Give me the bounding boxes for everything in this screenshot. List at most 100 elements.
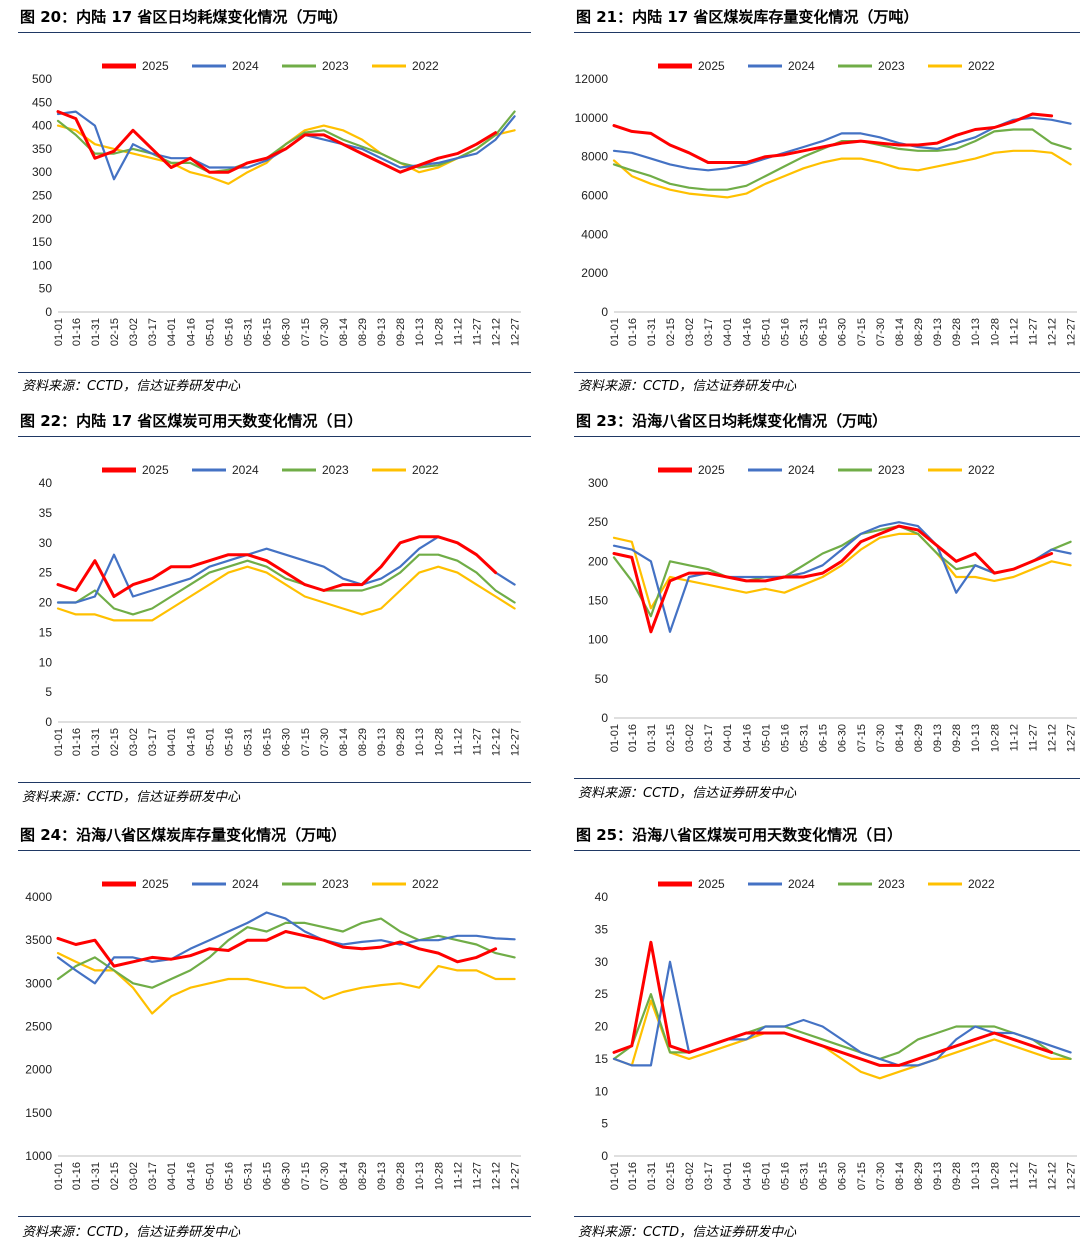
x-tick-label: 03-02: [684, 1162, 696, 1190]
x-tick-label: 07-30: [319, 1162, 331, 1190]
x-tick-label: 03-17: [703, 724, 715, 752]
legend-label-2023: 2023: [322, 463, 349, 477]
x-tick-label: 04-16: [185, 1162, 197, 1190]
x-tick-label: 10-13: [970, 724, 982, 752]
x-tick-label: 11-27: [471, 318, 483, 345]
y-tick-label: 50: [39, 282, 53, 296]
y-tick-label: 2000: [581, 266, 608, 280]
x-tick-label: 08-29: [357, 728, 369, 756]
y-tick-label: 150: [32, 235, 52, 249]
line-chart: 2025 2024 2023 2022 1000 1500 2000 2500 3000 3500…: [25, 877, 521, 1190]
x-tick-label: 10-28: [989, 724, 1001, 752]
y-tick-label: 3000: [25, 976, 52, 990]
x-tick-label: 09-28: [395, 318, 407, 346]
x-tick-label: 11-27: [471, 728, 483, 755]
y-tick-label: 100: [588, 633, 608, 647]
x-tick-label: 06-15: [818, 1162, 830, 1190]
y-tick-label: 0: [45, 305, 52, 319]
y-tick-label: 20: [39, 596, 53, 610]
x-tick-label: 05-31: [799, 318, 811, 346]
x-tick-label: 11-12: [1008, 318, 1020, 345]
source-note: 资料来源：CCTD，信达证券研发中心: [22, 1225, 241, 1240]
x-tick-label: 09-28: [951, 724, 963, 752]
x-tick-label: 12-27: [1066, 724, 1078, 752]
y-tick-label: 2500: [25, 1020, 52, 1034]
legend-label-2022: 2022: [412, 877, 439, 891]
x-tick-label: 04-01: [166, 1162, 178, 1190]
y-tick-label: 2000: [25, 1063, 52, 1077]
x-tick-label: 01-31: [646, 724, 658, 752]
x-tick-label: 07-30: [875, 1162, 887, 1190]
x-tick-label: 09-28: [951, 318, 963, 346]
y-tick-label: 20: [595, 1020, 609, 1034]
legend-label-2022: 2022: [412, 463, 439, 477]
x-tick-label: 09-28: [395, 1162, 407, 1190]
x-tick-label: 11-27: [1027, 318, 1039, 345]
legend-label-2025: 2025: [142, 463, 169, 477]
x-tick-label: 11-12: [1008, 724, 1020, 751]
x-tick-label: 09-13: [376, 318, 388, 346]
x-tick-label: 06-15: [262, 1162, 274, 1190]
x-tick-label: 01-31: [90, 1162, 102, 1190]
x-tick-label: 12-27: [1066, 1162, 1078, 1190]
source-rule: [574, 1216, 1080, 1217]
legend-label-2023: 2023: [878, 463, 905, 477]
x-tick-label: 06-30: [837, 724, 849, 752]
x-tick-label: 04-16: [741, 1162, 753, 1190]
x-tick-label: 07-15: [300, 728, 312, 756]
source-rule: [18, 782, 531, 783]
line-chart: 2025 2024 2023 2022 0 50 100 150 200 250 300 350 400…: [32, 59, 522, 346]
x-tick-label: 01-01: [53, 318, 65, 346]
x-tick-label: 06-30: [281, 318, 293, 346]
x-tick-label: 02-15: [109, 1162, 121, 1190]
y-tick-label: 0: [601, 305, 608, 319]
x-tick-label: 06-30: [837, 318, 849, 346]
x-tick-label: 01-16: [71, 1162, 83, 1190]
x-tick-label: 01-31: [90, 318, 102, 346]
x-tick-label: 08-14: [338, 318, 350, 346]
chart-panel-24: 图 24：沿海八省区煤炭库存量变化情况（万吨） 2025 2024 2023 2022…: [18, 824, 531, 1244]
legend: 2025 2024 2023 2022: [102, 463, 439, 477]
chart-panel-22: 图 22：内陆 17 省区煤炭可用天数变化情况（日） 2025 2024 2023 2…: [18, 410, 531, 810]
x-tick-label: 05-31: [799, 724, 811, 752]
y-tick-label: 1500: [25, 1106, 52, 1120]
x-tick-label: 04-16: [741, 318, 753, 346]
legend-label-2023: 2023: [878, 877, 905, 891]
source-note: 资料来源：CCTD，信达证券研发中心: [578, 379, 797, 394]
legend-label-2025: 2025: [142, 59, 169, 73]
legend-label-2022: 2022: [968, 59, 995, 73]
y-tick-label: 250: [588, 515, 608, 529]
x-tick-label: 03-02: [128, 1162, 140, 1190]
x-tick-label: 12-27: [510, 728, 522, 756]
x-tick-label: 01-16: [627, 318, 639, 346]
x-tick-label: 03-02: [128, 728, 140, 756]
legend: 2025 2024 2023 2022: [102, 59, 439, 73]
x-tick-label: 06-15: [262, 728, 274, 756]
y-tick-label: 15: [39, 625, 53, 639]
x-tick-label: 05-01: [204, 728, 216, 756]
chart-title: 图 22：内陆 17 省区煤炭可用天数变化情况（日）: [20, 412, 363, 430]
legend-label-2024: 2024: [232, 877, 259, 891]
legend-label-2023: 2023: [322, 877, 349, 891]
series-line-2022: [612, 149, 1072, 199]
x-tick-label: 07-15: [856, 1162, 868, 1190]
x-tick-label: 01-01: [609, 1162, 621, 1190]
x-tick-label: 04-01: [166, 318, 178, 346]
legend-label-2024: 2024: [232, 59, 259, 73]
x-tick-label: 04-01: [722, 318, 734, 346]
source-rule: [574, 778, 1080, 779]
x-tick-label: 12-12: [491, 318, 503, 346]
x-tick-label: 03-17: [703, 318, 715, 346]
legend-label-2023: 2023: [878, 59, 905, 73]
x-tick-label: 05-31: [243, 318, 255, 346]
title-rule: [18, 850, 531, 851]
x-tick-label: 10-13: [414, 318, 426, 346]
x-tick-label: 04-01: [166, 728, 178, 756]
y-tick-label: 200: [588, 554, 608, 568]
series-line-2022: [56, 952, 516, 1015]
x-tick-label: 12-12: [1047, 1162, 1059, 1190]
x-tick-label: 08-14: [338, 1162, 350, 1190]
y-tick-label: 150: [588, 594, 608, 608]
x-tick-label: 11-12: [452, 1162, 464, 1189]
